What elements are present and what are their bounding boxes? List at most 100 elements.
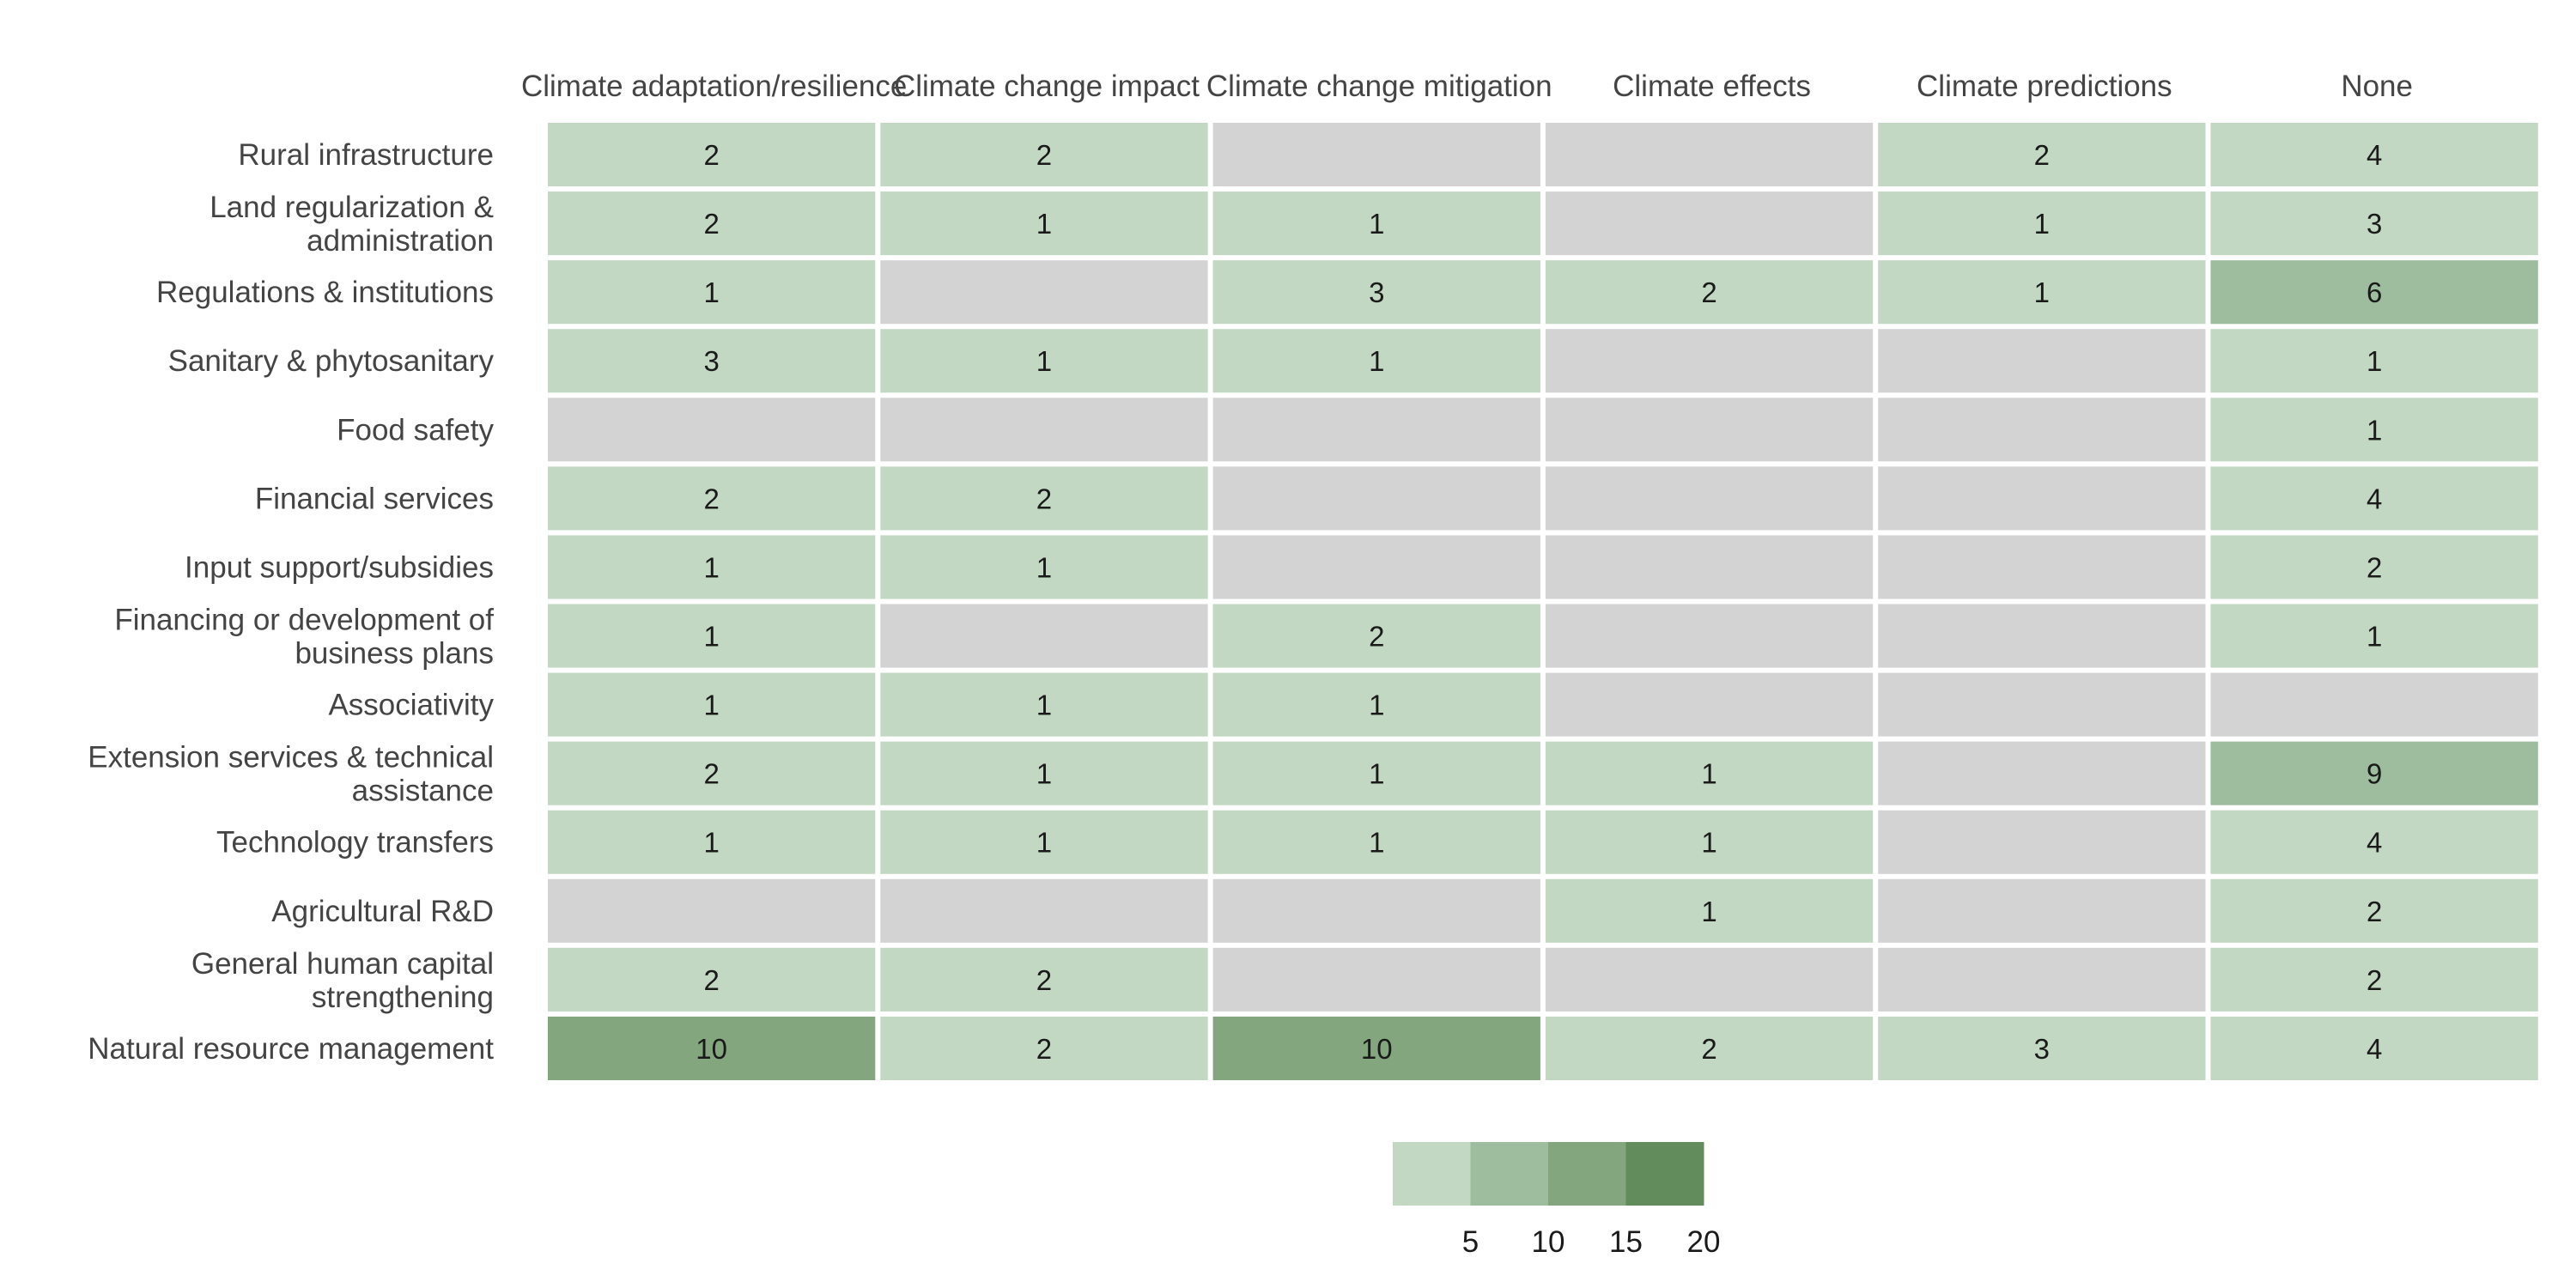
row-label-line: Extension services & technical xyxy=(88,741,494,775)
heatmap-cell xyxy=(548,947,876,1012)
cell-value: 1 xyxy=(1036,827,1052,859)
heatmap-cell xyxy=(880,466,1208,531)
heatmap-cell xyxy=(1212,260,1540,325)
cell-value: 1 xyxy=(1036,690,1052,721)
row-label-line: assistance xyxy=(352,775,494,808)
cell-value: 2 xyxy=(1036,483,1052,514)
heatmap-cell xyxy=(1545,604,1874,668)
heatmap-cell xyxy=(1545,398,1874,462)
row-label-financial-services: Financial services xyxy=(255,482,494,515)
cell-value: 1 xyxy=(703,276,719,308)
cell-value: 3 xyxy=(2034,1033,2050,1065)
cell-value: 2 xyxy=(703,139,719,171)
heatmap-cell xyxy=(880,1016,1208,1080)
cell-value: 3 xyxy=(1369,276,1384,308)
heatmap-cell xyxy=(548,741,876,805)
heatmap-cell xyxy=(1545,329,1874,393)
heatmap-cell xyxy=(1545,878,1874,943)
row-label-line: strengthening xyxy=(312,981,494,1014)
row-label-regulations-institutions: Regulations & institutions xyxy=(156,276,494,309)
heatmap-cell xyxy=(548,810,876,874)
cell-value: 1 xyxy=(1036,551,1052,583)
heatmap-cell xyxy=(548,604,876,668)
cell-value: 2 xyxy=(2034,139,2050,171)
cell-value: 1 xyxy=(1036,208,1052,240)
heatmap-cell xyxy=(1212,878,1540,943)
cell-value: 2 xyxy=(703,758,719,790)
column-label-climate-change-impact: Climate change impact xyxy=(894,70,1200,103)
heatmap-cell xyxy=(880,123,1208,187)
cell-value: 1 xyxy=(1369,827,1384,859)
row-label-line: business plans xyxy=(295,637,494,671)
cell-value: 2 xyxy=(1036,964,1052,996)
legend-swatch xyxy=(1470,1142,1549,1206)
cell-value: 4 xyxy=(2366,827,2382,859)
cell-value: 1 xyxy=(703,551,719,583)
cell-value: 10 xyxy=(696,1033,727,1065)
cell-value: 1 xyxy=(1701,758,1716,790)
cell-value: 1 xyxy=(703,827,719,859)
heatmap-cell xyxy=(548,672,876,737)
heatmap-cell xyxy=(548,123,876,187)
cell-value: 10 xyxy=(1361,1033,1393,1065)
heatmap-cell xyxy=(2210,191,2538,256)
row-label-input-support-subsidies: Input support/subsidies xyxy=(185,550,494,584)
row-labels: Rural infrastructure Land regularization … xyxy=(88,138,494,1066)
heatmap-cell xyxy=(1545,672,1874,737)
heatmap-cell xyxy=(1545,123,1874,187)
heatmap-cell xyxy=(548,878,876,943)
cell-value: 4 xyxy=(2366,139,2382,171)
heatmap-cell xyxy=(1212,535,1540,599)
cell-value: 1 xyxy=(1369,208,1384,240)
heatmap-cell xyxy=(1212,810,1540,874)
heatmap-cell xyxy=(1212,1016,1540,1080)
cell-value: 4 xyxy=(2366,1033,2382,1065)
heatmap-cell xyxy=(880,398,1208,462)
heatmap-cell xyxy=(1545,260,1874,325)
cell-value: 1 xyxy=(2366,414,2382,446)
heatmap-cell xyxy=(880,260,1208,325)
heatmap-cell xyxy=(880,604,1208,668)
heatmap-cell xyxy=(880,947,1208,1012)
legend-swatch xyxy=(1548,1142,1626,1206)
cell-value: 2 xyxy=(1369,621,1384,653)
heatmap-cell xyxy=(2210,741,2538,805)
cell-value: 1 xyxy=(703,690,719,721)
row-label-line: Financing or development of xyxy=(114,604,494,637)
cell-value: 2 xyxy=(703,964,719,996)
heatmap-cell xyxy=(880,535,1208,599)
row-label-line: administration xyxy=(307,224,494,258)
heatmap-cell xyxy=(1212,741,1540,805)
legend-tick-label: 20 xyxy=(1687,1225,1721,1259)
heatmap-cell xyxy=(2210,878,2538,943)
cell-value: 1 xyxy=(703,621,719,653)
heatmap-cell xyxy=(1878,741,2206,805)
column-label-none: None xyxy=(2341,70,2413,103)
heatmap-cell xyxy=(2210,466,2538,531)
cell-value: 2 xyxy=(1701,276,1716,308)
row-label-natural-resource-management: Natural resource management xyxy=(88,1032,494,1066)
cell-value: 6 xyxy=(2366,276,2382,308)
heatmap-cell xyxy=(1878,329,2206,393)
row-label-extension-services-technical-assistance: Extension services & technical assistance xyxy=(88,741,494,808)
heatmap-cell xyxy=(548,260,876,325)
cell-value: 2 xyxy=(2366,896,2382,927)
heatmap-cell xyxy=(2210,123,2538,187)
heatmap-cell xyxy=(1545,535,1874,599)
heatmap-cell xyxy=(1212,947,1540,1012)
row-label-sanitary-phytosanitary: Sanitary & phytosanitary xyxy=(168,344,495,378)
heatmap-cells: 2 2 2 4 2 1 1 1 3 1 3 2 1 6 3 1 1 1 1 2 2 4 1 1 2 1 2 1 1 1 1 2 1 1 1 9 1 1 1 1… xyxy=(548,123,2538,1080)
cell-value: 3 xyxy=(2366,208,2382,240)
heatmap-cell xyxy=(2210,810,2538,874)
cell-value: 2 xyxy=(1036,1033,1052,1065)
heatmap-cell xyxy=(1878,947,2206,1012)
heatmap-cell xyxy=(880,878,1208,943)
row-label-food-safety: Food safety xyxy=(337,413,494,447)
cell-value: 3 xyxy=(703,345,719,377)
heatmap-cell xyxy=(2210,604,2538,668)
cell-value: 1 xyxy=(1036,345,1052,377)
heatmap-cell xyxy=(880,191,1208,256)
cell-value: 1 xyxy=(2034,276,2050,308)
legend-tick-label: 15 xyxy=(1609,1225,1643,1259)
